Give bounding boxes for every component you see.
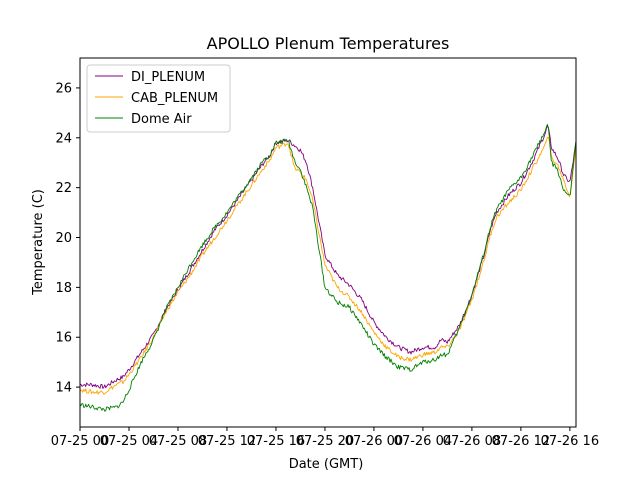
x-tick-label: 07-25 12 [198,434,256,449]
y-tick-label: 16 [55,331,72,346]
x-tick-label: 07-26 04 [394,434,452,449]
x-tick-label: 07-25 20 [296,434,354,449]
x-tick-label: 07-26 00 [345,434,403,449]
legend-label-cab-plenum: CAB_PLENUM [131,91,218,106]
y-tick-label: 18 [55,281,72,296]
x-tick-label: 07-26 16 [541,434,599,449]
y-tick-label: 20 [55,231,72,246]
legend-label-dome-air: Dome Air [131,112,192,127]
x-tick-label: 07-25 16 [247,434,305,449]
plot-frame [79,57,577,428]
y-tick-label: 24 [55,131,72,146]
y-tick-label: 14 [55,381,72,396]
legend: DI_PLENUM CAB_PLENUM Dome Air [86,64,231,133]
x-tick-label: 07-26 08 [443,434,501,449]
x-axis-title: Date (GMT) [289,457,364,472]
x-tick-label: 07-26 12 [492,434,550,449]
x-tick-label: 07-25 08 [149,434,207,449]
y-tick-label: 22 [55,181,72,196]
legend-label-di-plenum: DI_PLENUM [131,70,205,85]
series-line-dome-air [80,124,576,412]
y-tick-label: 26 [55,81,72,96]
legend-box [86,64,231,133]
chart-title: APOLLO Plenum Temperatures [207,34,450,53]
x-tick-label: 07-25 04 [100,434,158,449]
x-tick-label: 07-25 00 [51,434,109,449]
y-axis-title: Temperature (C) [31,189,46,296]
